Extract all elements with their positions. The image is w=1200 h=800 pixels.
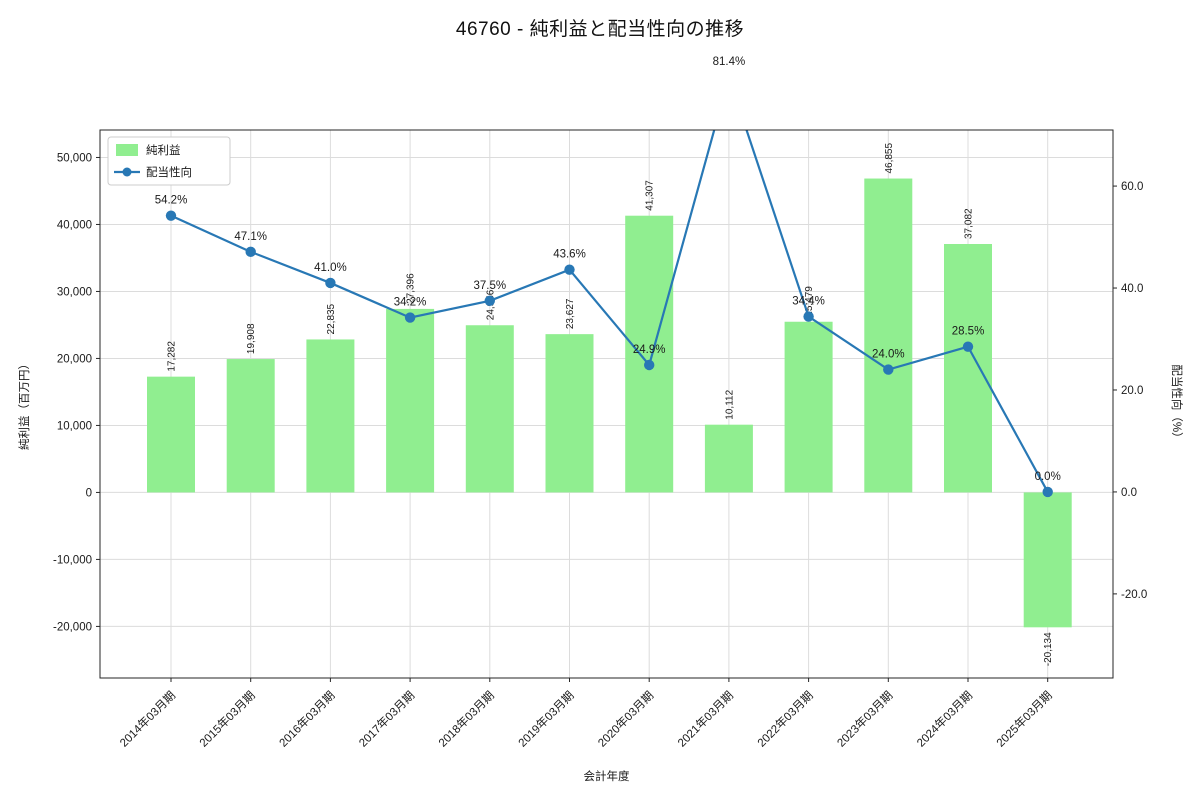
- bar-value-label: 17,282: [167, 341, 178, 372]
- net-income-bars: 17,28219,90822,83527,39624,95623,62741,3…: [147, 143, 1072, 666]
- bar-value-label: 19,908: [246, 323, 257, 354]
- bar-2024年03月期: [944, 244, 992, 493]
- right-tick-label: -20.0: [1121, 589, 1147, 601]
- x-tick-label: 2020年03月期: [595, 688, 656, 749]
- bar-value-label: 25,479: [804, 286, 815, 317]
- x-tick-label: 2019年03月期: [515, 688, 576, 749]
- bar-2020年03月期: [625, 215, 674, 493]
- bar-value-label: 10,112: [724, 389, 735, 419]
- payout-marker-2023年03月期: [883, 364, 894, 375]
- right-tick-label: 0.0: [1121, 487, 1137, 499]
- bar-2023年03月期: [864, 178, 913, 493]
- payout-marker-2025年03月期: [1042, 486, 1053, 498]
- left-tick-label: 50,000: [57, 152, 92, 164]
- bar-2021年03月期: [704, 424, 753, 493]
- payout-marker-2015年03月期: [245, 246, 256, 258]
- payout-marker-2016年03月期: [325, 277, 336, 289]
- left-tick-label: 20,000: [57, 353, 92, 365]
- bar-2014年03月期: [147, 376, 195, 493]
- x-tick-label: 2014年03月期: [117, 688, 178, 749]
- left-axis-label: 純利益（百万円）: [17, 358, 31, 450]
- payout-label: 34.4%: [792, 296, 825, 308]
- bar-value-label: 22,835: [326, 303, 337, 334]
- bar-2017年03月期: [386, 308, 435, 493]
- right-tick-label: 40.0: [1121, 283, 1143, 295]
- left-axis: 50,000 40,000 30,000 20,000 10,000 0 -10,000 -2…: [53, 152, 100, 633]
- left-tick-label: 30,000: [57, 286, 92, 298]
- payout-label: 81.4%: [713, 56, 746, 68]
- x-tick-label: 2017年03月期: [356, 688, 417, 749]
- payout-marker-2024年03月期: [962, 341, 974, 352]
- left-tick-label: -20,000: [53, 621, 92, 633]
- x-tick-label: 2016年03月期: [276, 688, 337, 749]
- bar-value-label: 37,082: [964, 208, 975, 239]
- legend-swatch-bar: [116, 144, 138, 156]
- x-tick-label: 2021年03月期: [675, 688, 736, 749]
- x-axis-label: 会計年度: [584, 769, 630, 783]
- payout-label: 24.0%: [872, 349, 905, 361]
- payout-label: 37.5%: [473, 280, 506, 292]
- plot-border: [99, 129, 1114, 679]
- bar-value-label: 46,855: [884, 143, 895, 174]
- payout-marker-2020年03月期: [644, 359, 655, 371]
- payout-label: 54.2%: [155, 195, 188, 207]
- x-tick-label: 2015年03月期: [196, 688, 257, 749]
- payout-marker-2022年03月期: [803, 311, 814, 322]
- right-tick-label: 60.0: [1121, 181, 1143, 193]
- payout-label: 28.5%: [952, 326, 985, 338]
- bar-2019年03月期: [545, 334, 594, 493]
- right-axis: 60.0 40.0 20.0 0.0 -20.0: [1113, 181, 1147, 601]
- left-tick-label: 40,000: [57, 219, 92, 231]
- chart-title: 46760 - 純利益と配当性向の推移: [455, 19, 745, 40]
- bar-2015年03月期: [226, 359, 275, 493]
- legend-item-payout: 配当性向: [146, 165, 192, 179]
- legend-marker-sample: [122, 167, 132, 177]
- left-tick-label: 10,000: [57, 420, 92, 432]
- payout-marker-2014年03月期: [165, 210, 177, 221]
- bar-value-label: 41,307: [645, 180, 656, 211]
- payout-label: 24.9%: [633, 344, 666, 356]
- x-tick-label: 2024年03月期: [914, 688, 975, 749]
- right-tick-label: 20.0: [1121, 385, 1143, 397]
- legend-item-net-income: 純利益: [146, 143, 181, 157]
- x-tick-label: 2023年03月期: [834, 688, 895, 749]
- payout-label: 34.2%: [394, 297, 427, 309]
- payout-label: 0.0%: [1035, 471, 1061, 483]
- payout-marker-2021年03月期: [724, 72, 734, 82]
- x-tick-label: 2022年03月期: [754, 688, 815, 749]
- payout-line-group: [165, 72, 1053, 498]
- payout-marker-2019年03月期: [564, 264, 575, 275]
- payout-line: [170, 130, 1049, 493]
- bar-2018年03月期: [465, 325, 514, 493]
- payout-labels: 54.2% 47.1% 41.0% 34.2% 37.5% 43.6% 24.9% 81.4%…: [155, 56, 1061, 483]
- bar-value-label: 23,627: [565, 298, 576, 329]
- left-tick-label: 0: [86, 487, 92, 499]
- payout-label: 41.0%: [314, 262, 347, 274]
- bar-value-label: 27,396: [406, 273, 417, 304]
- bar-2022年03月期: [784, 321, 833, 493]
- x-tick-label: 2025年03月期: [993, 688, 1054, 749]
- right-axis-label: 配当性向（%）: [1170, 364, 1184, 443]
- bar-2025年03月期: [1023, 492, 1072, 628]
- payout-marker-2018年03月期: [484, 295, 495, 306]
- x-axis: 2014年03月期 2015年03月期 2016年03月期 2017年03月期 2018…: [117, 678, 1055, 750]
- payout-label: 47.1%: [234, 231, 267, 243]
- x-tick-label: 2018年03月期: [435, 688, 496, 749]
- left-tick-label: -10,000: [53, 554, 92, 566]
- bar-2016年03月期: [306, 339, 355, 493]
- payout-label: 43.6%: [553, 249, 586, 261]
- payout-marker-2017年03月期: [404, 312, 416, 323]
- bar-value-label: -20,134: [1043, 632, 1054, 666]
